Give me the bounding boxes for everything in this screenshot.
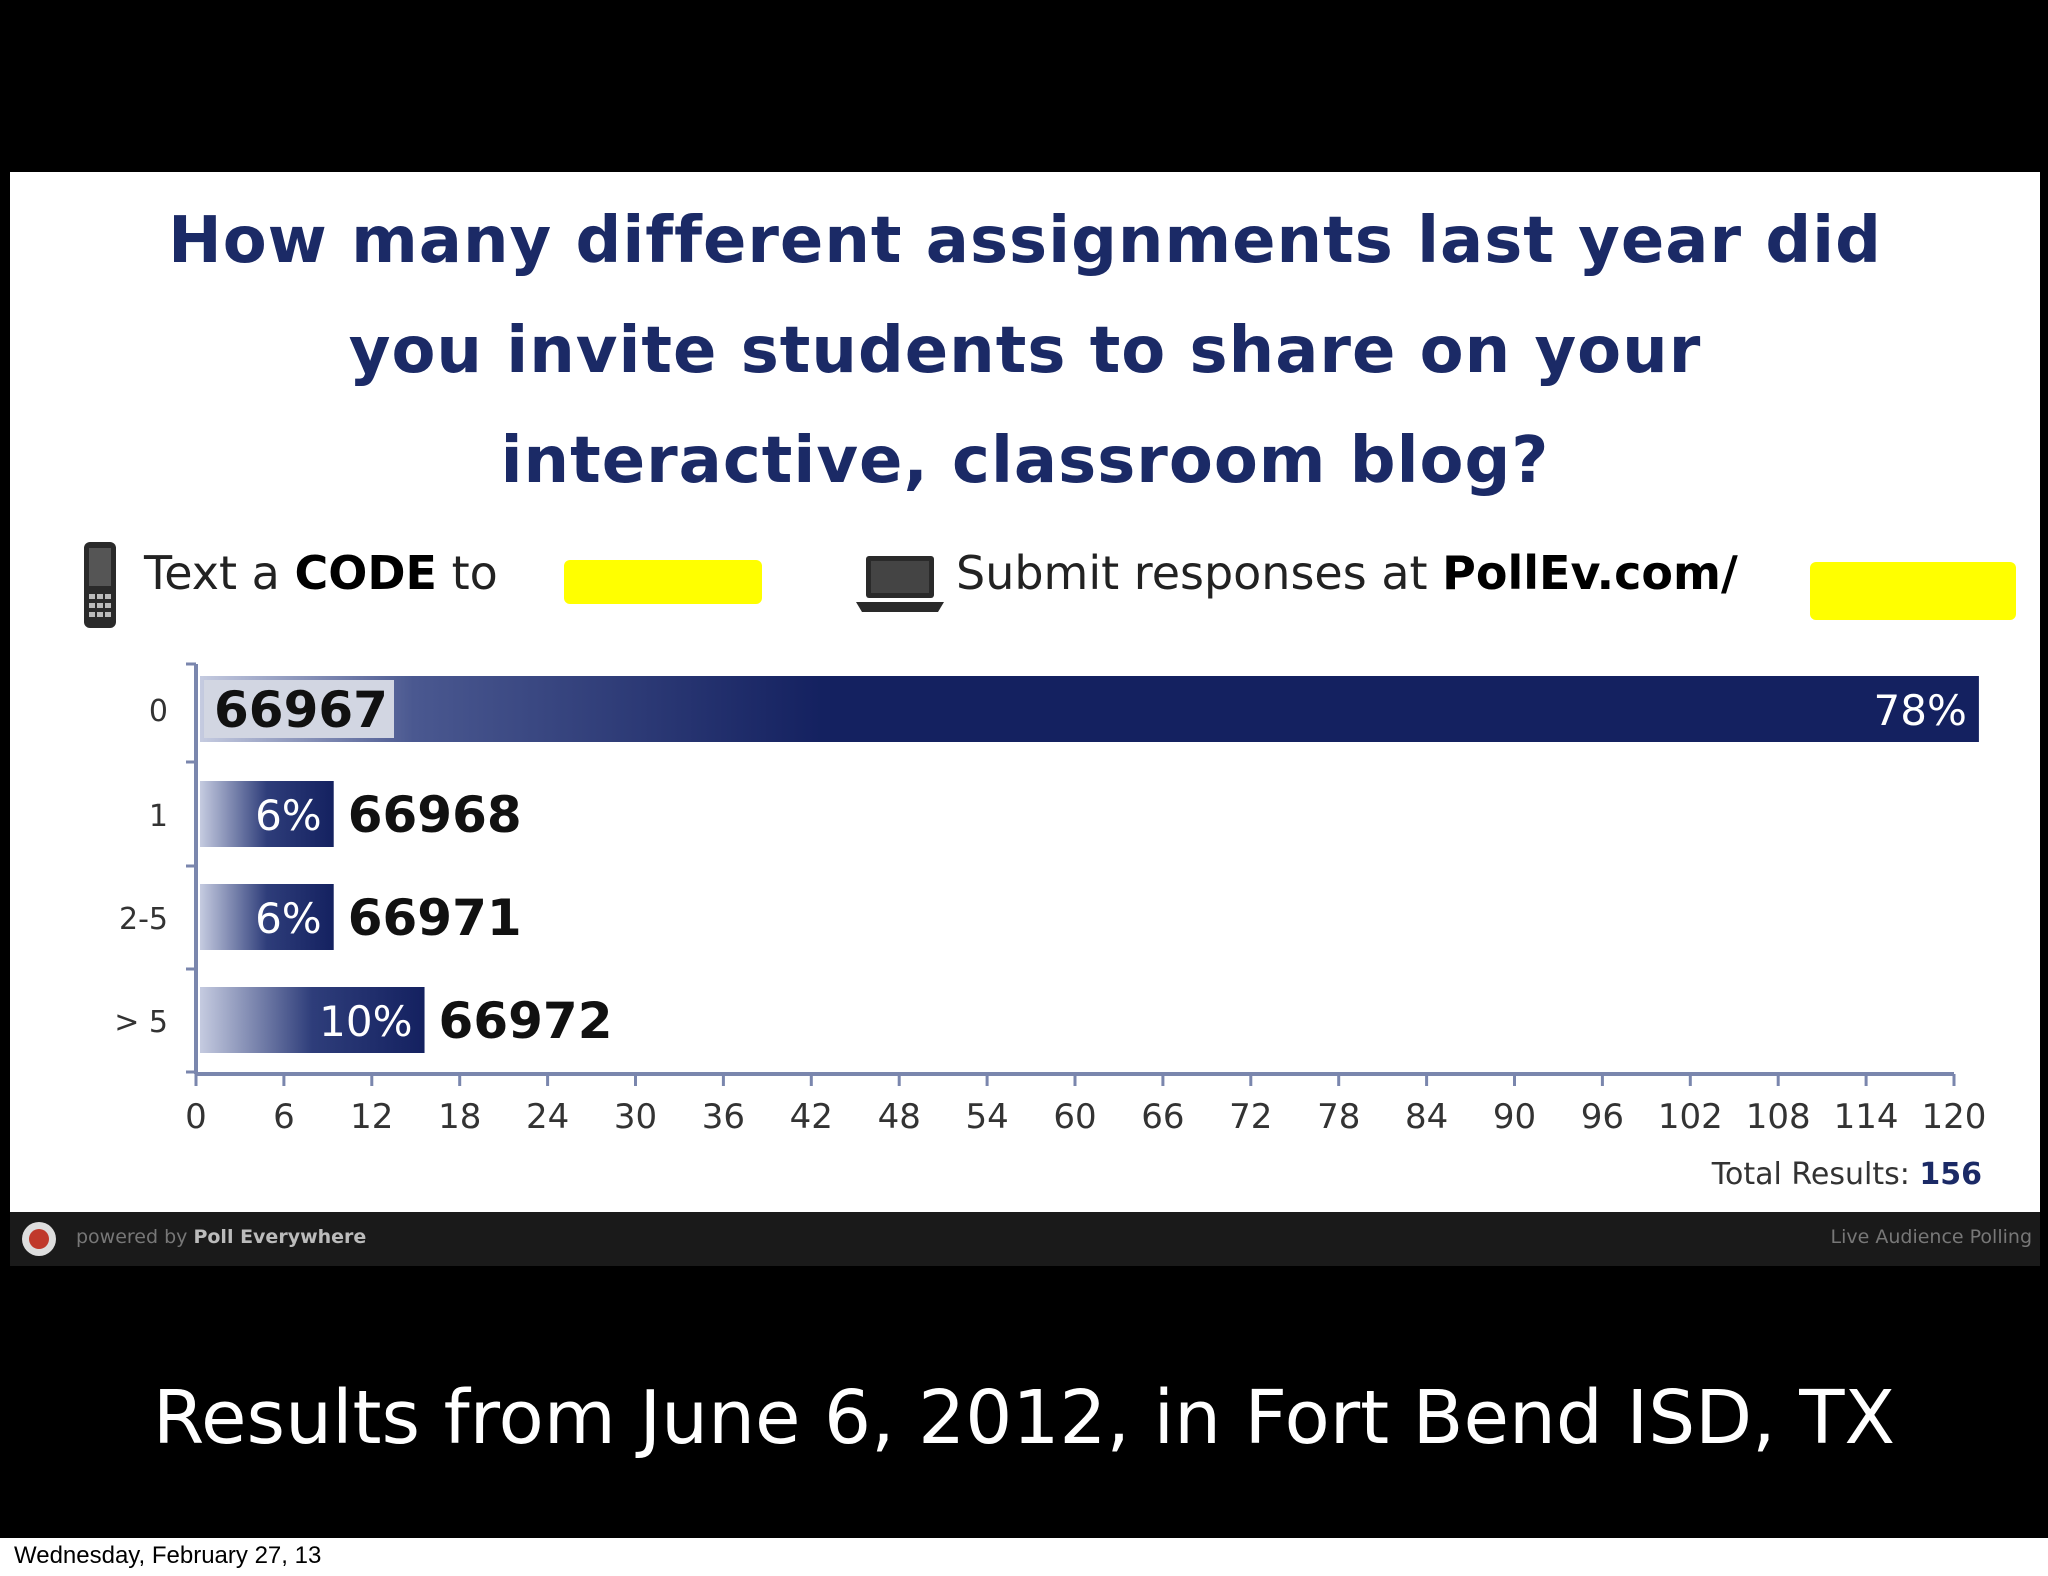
x-tick-label: 114 [1834,1097,1899,1137]
bar-code-label: 66972 [439,992,613,1050]
results-bar-chart: 0 6 12 18 24 30 36 42 48 54 60 66 72 78 84 90 96 102 108 11… [114,662,1987,1192]
x-tick-label: 42 [790,1097,833,1137]
x-tick-label: 120 [1922,1097,1987,1137]
x-tick-label: 84 [1405,1097,1448,1137]
bar-code-label: 66967 [214,681,388,739]
total-results-value: 156 [1919,1157,1982,1192]
bar-percent-label: 6% [255,894,322,943]
x-tick-label: 54 [965,1097,1008,1137]
slide-caption: Results from June 6, 2012, in Fort Bend … [152,1375,1896,1461]
slide-date: Wednesday, February 27, 13 [14,1542,322,1569]
question-line-2: you invite students to share on your [348,314,1702,388]
x-tick-label: 60 [1053,1097,1096,1137]
submit-url: PollEv.com/ [1442,546,1738,600]
live-audience-polling-text: Live Audience Polling [1830,1226,2032,1248]
y-category-label: 0 [149,694,168,729]
submit-prefix: Submit responses at [956,546,1443,600]
x-tick-label: 0 [185,1097,207,1137]
total-results-label: Total Results: 156 [1711,1157,1982,1192]
x-tick-label: 18 [438,1097,481,1137]
poll-question: How many different assignments last year… [10,186,2040,516]
poll-everywhere-logo-icon [22,1222,56,1256]
poll-panel: How many different assignments last year… [10,172,2040,1212]
x-tick-label: 66 [1141,1097,1184,1137]
x-tick-label: 78 [1317,1097,1360,1137]
bar-code-label: 66968 [348,786,522,844]
text-code-suffix: to [436,546,498,600]
redacted-number-highlight [564,560,762,604]
phone-icon [84,542,116,628]
bar-code-label: 66971 [348,889,522,947]
bar-3 [200,987,425,1053]
y-category-label: > 5 [114,1005,168,1040]
x-tick-label: 36 [702,1097,745,1137]
x-tick-label: 12 [350,1097,393,1137]
powered-by-text: powered by Poll Everywhere [76,1226,366,1248]
bar-1 [200,781,334,847]
y-category-label: 2-5 [119,902,168,937]
x-tick-label: 96 [1581,1097,1624,1137]
y-category-label: 1 [149,799,168,834]
powered-by-prefix: powered by [76,1226,194,1248]
redacted-url-highlight [1810,562,2016,620]
x-tick-label: 102 [1658,1097,1723,1137]
powered-by-brand: Poll Everywhere [193,1226,367,1248]
x-tick-label: 30 [614,1097,657,1137]
bar-0 [200,676,1979,742]
x-tick-label: 90 [1493,1097,1536,1137]
x-tick-label: 6 [273,1097,295,1137]
submit-instruction: Submit responses at PollEv.com/ [956,546,1738,600]
text-code-prefix: Text a [144,546,295,600]
x-tick-label: 72 [1229,1097,1272,1137]
x-tick-label: 24 [526,1097,569,1137]
bar-percent-label: 78% [1874,686,1967,735]
bar-2 [200,884,334,950]
x-tick-label: 108 [1746,1097,1811,1137]
text-code-bold: CODE [294,546,437,600]
text-code-instruction: Text a CODE to [144,546,498,600]
code-label-background [204,680,394,738]
x-tick-label: 48 [878,1097,921,1137]
total-results-text: Total Results: [1711,1157,1920,1192]
bar-percent-label: 10% [319,997,412,1046]
question-line-3: interactive, classroom blog? [500,424,1550,498]
poll-footer-bar: powered by Poll Everywhere Live Audience… [10,1212,2040,1266]
bar-percent-label: 6% [255,791,322,840]
question-line-1: How many different assignments last year… [168,204,1882,278]
date-bar [0,1538,2048,1576]
laptop-icon [856,556,944,612]
